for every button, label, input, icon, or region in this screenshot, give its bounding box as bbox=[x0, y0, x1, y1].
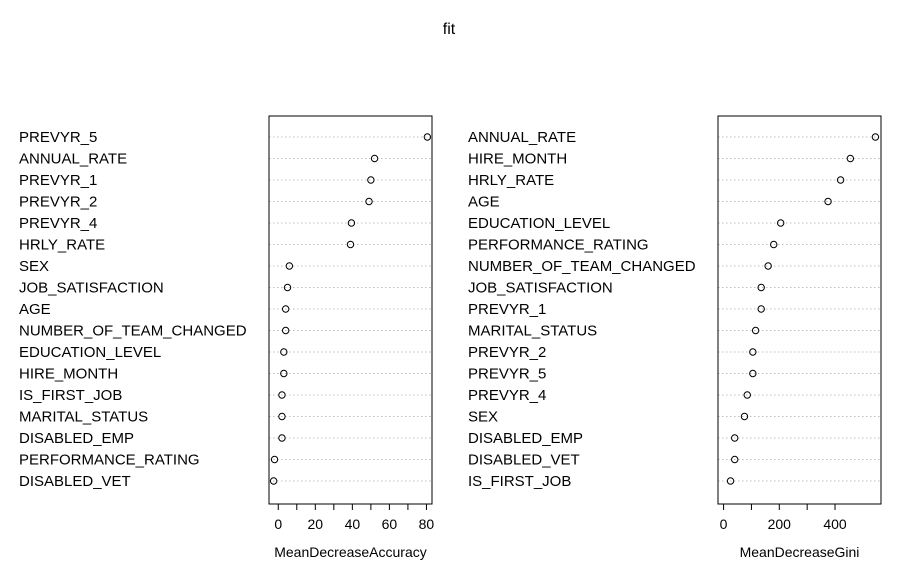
accuracy-category-label: PREVYR_1 bbox=[19, 172, 97, 189]
gini-panel: ANNUAL_RATE HIRE_MONTH HRLY_RATE AGE EDUCATI… bbox=[468, 115, 882, 560]
accuracy-point bbox=[278, 391, 286, 399]
gini-category-label: SEX bbox=[468, 409, 498, 426]
gini-point bbox=[743, 391, 751, 399]
accuracy-category-label: IS_FIRST_JOB bbox=[19, 387, 122, 404]
gini-plot-frame bbox=[717, 115, 882, 505]
gini-category-label: PREVYR_2 bbox=[468, 344, 546, 361]
accuracy-category-label: DISABLED_VET bbox=[19, 473, 131, 490]
gini-category-label: HIRE_MONTH bbox=[468, 151, 567, 168]
gini-category-label: ANNUAL_RATE bbox=[468, 129, 576, 146]
gini-point bbox=[749, 348, 757, 356]
gini-point bbox=[776, 219, 785, 227]
accuracy-category-label: HRLY_RATE bbox=[19, 237, 105, 254]
accuracy-category-label: JOB_SATISFACTION bbox=[19, 280, 164, 297]
accuracy-category-label: HIRE_MONTH bbox=[19, 366, 118, 383]
gini-point bbox=[731, 455, 739, 464]
gini-category-label: DISABLED_EMP bbox=[468, 430, 583, 447]
gini-point bbox=[824, 197, 832, 206]
gini-category-label: PERFORMANCE_RATING bbox=[468, 237, 649, 254]
gini-category-label: MARITAL_STATUS bbox=[468, 323, 597, 340]
gini-point bbox=[757, 305, 765, 313]
accuracy-x-tick-label: 80 bbox=[419, 516, 435, 532]
accuracy-category-label: NUMBER_OF_TEAM_CHANGED bbox=[19, 323, 247, 340]
accuracy-point bbox=[370, 154, 379, 163]
gini-category-label: IS_FIRST_JOB bbox=[468, 473, 571, 490]
accuracy-point bbox=[283, 283, 292, 292]
accuracy-point bbox=[285, 262, 294, 270]
gini-point bbox=[749, 369, 757, 378]
accuracy-x-axis-title: MeanDecreaseAccuracy bbox=[274, 544, 427, 560]
gini-category-label: JOB_SATISFACTION bbox=[468, 280, 613, 297]
accuracy-point bbox=[281, 305, 290, 313]
accuracy-point bbox=[280, 369, 288, 378]
gini-point bbox=[764, 262, 772, 270]
accuracy-point bbox=[281, 326, 290, 335]
accuracy-category-label: SEX bbox=[19, 258, 49, 275]
gini-category-label: PREVYR_5 bbox=[468, 366, 546, 383]
accuracy-point bbox=[365, 197, 373, 206]
accuracy-point bbox=[278, 412, 286, 421]
accuracy-point bbox=[367, 176, 375, 184]
gini-point bbox=[740, 412, 749, 421]
accuracy-point bbox=[269, 477, 278, 485]
gini-x-tick-label: 0 bbox=[720, 516, 728, 532]
accuracy-category-label: PREVYR_5 bbox=[19, 129, 97, 146]
accuracy-point bbox=[270, 455, 279, 464]
accuracy-x-tick-label: 20 bbox=[308, 516, 324, 532]
gini-point bbox=[846, 154, 855, 163]
accuracy-x-tick-label: 40 bbox=[345, 516, 361, 532]
accuracy-point bbox=[278, 434, 286, 442]
accuracy-category-label: DISABLED_EMP bbox=[19, 430, 134, 447]
gini-category-label: NUMBER_OF_TEAM_CHANGED bbox=[468, 258, 696, 275]
accuracy-point bbox=[280, 348, 288, 356]
gini-x-axis-title: MeanDecreaseGini bbox=[740, 544, 860, 560]
accuracy-category-label: PREVYR_4 bbox=[19, 215, 97, 232]
accuracy-category-label: ANNUAL_RATE bbox=[19, 151, 127, 168]
accuracy-x-tick-label: 60 bbox=[382, 516, 398, 532]
gini-point bbox=[757, 283, 765, 292]
gini-x-tick-label: 400 bbox=[823, 516, 847, 532]
gini-point bbox=[731, 434, 739, 442]
gini-category-label: HRLY_RATE bbox=[468, 172, 554, 189]
accuracy-category-label: EDUCATION_LEVEL bbox=[19, 344, 161, 361]
accuracy-panel: PREVYR_5 ANNUAL_RATE PREVYR_1 PREVYR_2 PREVY… bbox=[19, 115, 435, 560]
accuracy-category-label: PERFORMANCE_RATING bbox=[19, 452, 200, 469]
gini-category-label: PREVYR_4 bbox=[468, 387, 546, 404]
accuracy-point bbox=[346, 240, 355, 249]
accuracy-plot-frame bbox=[268, 115, 433, 505]
gini-point bbox=[836, 176, 845, 184]
gini-x-tick-label: 200 bbox=[768, 516, 792, 532]
gini-category-label: EDUCATION_LEVEL bbox=[468, 215, 610, 232]
gini-category-label: AGE bbox=[468, 194, 500, 211]
gini-point bbox=[726, 477, 735, 485]
gini-category-label: PREVYR_1 bbox=[468, 301, 546, 318]
main-title: fit bbox=[443, 21, 456, 38]
gini-point bbox=[770, 240, 778, 249]
accuracy-point bbox=[423, 133, 432, 141]
accuracy-point bbox=[347, 219, 356, 227]
accuracy-category-label: AGE bbox=[19, 301, 51, 318]
gini-category-label: DISABLED_VET bbox=[468, 452, 580, 469]
accuracy-category-label: PREVYR_2 bbox=[19, 194, 97, 211]
accuracy-x-tick-label: 0 bbox=[274, 516, 282, 532]
accuracy-category-label: MARITAL_STATUS bbox=[19, 409, 148, 426]
gini-point bbox=[751, 326, 760, 335]
gini-point bbox=[871, 133, 880, 141]
